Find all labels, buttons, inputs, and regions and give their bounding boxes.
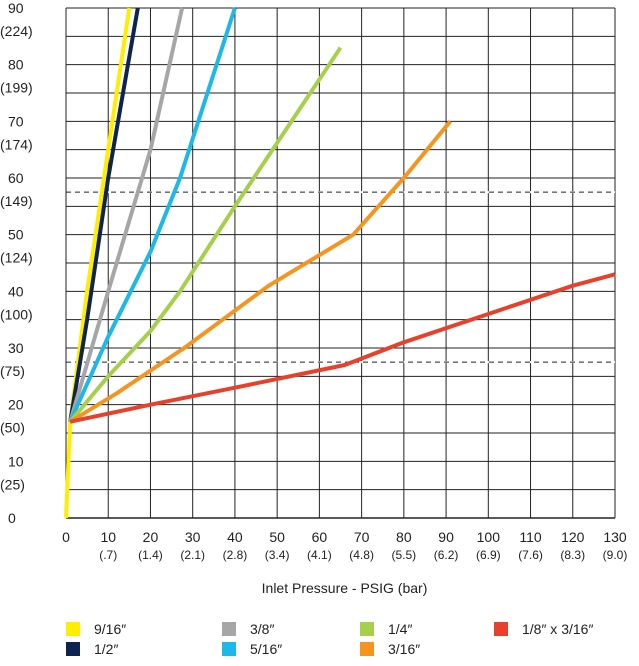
x-tick-labels: 0 10 (.7) 20 (1.4) 30 (2.1) 40 (2.8) 50 (3.4) 60 (4.… (62, 529, 627, 562)
y-tick-label: 90 (8, 0, 24, 16)
x-tick-label: 10 (100, 529, 116, 545)
y-tick-sublabel: (50) (0, 420, 25, 436)
legend-label: 3/16″ (388, 641, 421, 657)
y-label-background (0, 0, 64, 520)
y-tick-sublabel: (199) (0, 80, 33, 96)
y-tick-sublabel: (124) (0, 250, 33, 266)
y-tick-sublabel: (75) (0, 363, 25, 379)
y-tick-label: 30 (8, 340, 24, 356)
series-line (69, 272, 616, 424)
x-tick-sublabel: (3.4) (265, 548, 290, 562)
x-tick-sublabel: (6.2) (434, 548, 459, 562)
legend-label: 1/2″ (94, 641, 119, 657)
legend-item: 3/8″ (222, 621, 274, 637)
x-tick-sublabel: (2.1) (180, 548, 205, 562)
x-tick-label: 50 (269, 529, 285, 545)
legend-label: 9/16″ (94, 621, 127, 637)
x-tick-label: 20 (143, 529, 159, 545)
x-tick-sublabel: (5.5) (392, 548, 417, 562)
series-line (64, 7, 132, 519)
legend-swatch (494, 622, 508, 636)
x-tick-sublabel: (9.0) (603, 548, 628, 562)
x-tick-sublabel: (2.8) (223, 548, 248, 562)
dashed-reference-lines (66, 191, 615, 364)
y-tick-sublabel: (149) (0, 193, 33, 209)
chart-svg: 0 10 (25) 20 (50) 30 (75) 40 (100) 50 (124) 60 (149)… (0, 0, 627, 562)
legend-swatch (360, 642, 374, 656)
x-tick-label: 130 (603, 529, 627, 545)
x-tick-sublabel: (6.9) (476, 548, 501, 562)
x-axis-label: Inlet Pressure - PSIG (bar) (261, 580, 428, 596)
x-tick-sublabel: (4.1) (307, 548, 332, 562)
legend-swatch (66, 642, 80, 656)
y-tick-label: 80 (8, 57, 24, 73)
legend-swatch (222, 622, 236, 636)
series-line (68, 7, 185, 423)
x-tick-label: 60 (312, 529, 328, 545)
legend-item: 3/16″ (360, 641, 420, 657)
x-tick-label: 30 (185, 529, 201, 545)
legend-item: 9/16″ (66, 621, 126, 637)
y-tick-label: 40 (8, 283, 24, 299)
x-tick-sublabel: (8.3) (560, 548, 585, 562)
legend-item: 1/8″ x 3/16″ (494, 621, 593, 637)
grid (65, 7, 616, 519)
legend-label: 3/8″ (250, 621, 275, 637)
x-tick-label: 110 (519, 529, 542, 545)
legend-label: 5/16″ (250, 641, 283, 657)
x-tick-label: 70 (354, 529, 370, 545)
x-tick-sublabel: (7.6) (518, 548, 543, 562)
x-tick-sublabel: (1.4) (138, 548, 163, 562)
x-tick-sublabel: (.7) (99, 548, 117, 562)
y-tick-label: 60 (8, 170, 24, 186)
legend-item: 1/2″ (66, 641, 118, 657)
x-tick-label: 100 (477, 529, 501, 545)
y-tick-label: 50 (8, 227, 24, 243)
y-tick-label: 70 (8, 113, 24, 129)
legend-item: 1/4″ (360, 621, 412, 637)
y-tick-label: 0 (8, 510, 16, 526)
legend-swatch (360, 622, 374, 636)
series-line (68, 7, 140, 423)
y-tick-sublabel: (174) (0, 136, 33, 152)
legend-swatch (66, 622, 80, 636)
y-tick-sublabel: (100) (0, 306, 33, 322)
legend-item: 5/16″ (222, 641, 282, 657)
series-line (68, 46, 343, 423)
series-line (69, 120, 452, 424)
x-tick-label: 80 (396, 529, 412, 545)
x-tick-sublabel: (4.8) (349, 548, 374, 562)
y-tick-sublabel: (25) (0, 476, 25, 492)
y-tick-sublabel: (224) (0, 23, 33, 39)
legend-label: 1/8″ x 3/16″ (522, 621, 594, 637)
series-line (68, 7, 237, 423)
x-tick-label: 120 (561, 529, 585, 545)
legend-label: 1/4″ (388, 621, 413, 637)
legend-swatch (222, 642, 236, 656)
y-tick-labels: 0 10 (25) 20 (50) 30 (75) 40 (100) 50 (124) 60 (149)… (0, 0, 64, 526)
y-tick-label: 10 (8, 453, 24, 469)
series-lines (64, 7, 616, 519)
x-tick-label: 0 (62, 529, 70, 545)
x-tick-label: 90 (438, 529, 454, 545)
y-tick-label: 20 (8, 397, 24, 413)
x-tick-label: 40 (227, 529, 243, 545)
